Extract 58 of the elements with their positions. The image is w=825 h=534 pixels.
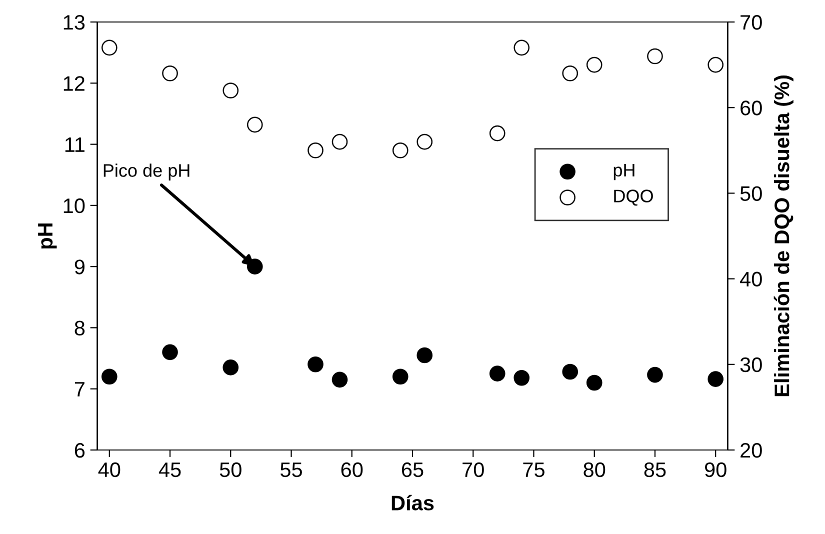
point bbox=[647, 366, 663, 383]
y2-tick-label: 70 bbox=[740, 15, 762, 30]
point bbox=[101, 40, 118, 56]
legend-label: pH bbox=[614, 164, 634, 180]
point bbox=[162, 344, 178, 360]
point bbox=[308, 142, 324, 158]
y-tick-label: 10 bbox=[64, 198, 85, 214]
point bbox=[586, 374, 602, 391]
x-tick-label: 60 bbox=[341, 462, 363, 478]
x-tick-label: 65 bbox=[402, 462, 424, 478]
point bbox=[392, 368, 408, 385]
point bbox=[586, 56, 602, 73]
y-tick-label: 9 bbox=[74, 260, 84, 274]
legend-label: DQO bbox=[614, 190, 653, 206]
point bbox=[489, 125, 506, 142]
x-tick-label: 45 bbox=[158, 462, 181, 478]
y-tick-label: 12 bbox=[64, 76, 84, 91]
point bbox=[162, 65, 178, 82]
y-tick-label: 11 bbox=[65, 138, 84, 152]
x-tick-label: 75 bbox=[523, 462, 544, 478]
y2-axis-title: Eliminación de DQO disuelta (%) bbox=[774, 76, 794, 396]
y2-tick-label: 60 bbox=[740, 100, 762, 116]
y2-tick-label: 50 bbox=[740, 186, 762, 201]
y2-tick-label: 30 bbox=[740, 357, 762, 372]
point bbox=[562, 65, 578, 82]
point bbox=[514, 40, 530, 56]
y-tick-label: 6 bbox=[74, 443, 85, 458]
x-tick-label: 85 bbox=[644, 462, 666, 478]
point bbox=[222, 82, 239, 98]
y2-tick-label: 40 bbox=[740, 272, 762, 287]
y-axis-title: pH bbox=[38, 224, 57, 249]
point bbox=[708, 56, 724, 73]
annotation: Pico de pH bbox=[104, 164, 190, 180]
x-tick-label: 55 bbox=[280, 462, 302, 478]
x-tick-label: 80 bbox=[584, 462, 606, 478]
x-tick-label: 90 bbox=[704, 462, 726, 478]
x-tick-label: 70 bbox=[462, 462, 484, 478]
point bbox=[708, 371, 724, 387]
y-tick-label: 13 bbox=[64, 15, 85, 30]
point bbox=[514, 370, 530, 386]
y2-tick-label: 20 bbox=[740, 443, 762, 458]
point bbox=[416, 134, 433, 150]
x-tick-label: 40 bbox=[98, 462, 120, 478]
point bbox=[308, 356, 324, 372]
point bbox=[489, 366, 506, 382]
point bbox=[416, 347, 433, 364]
point bbox=[332, 372, 348, 388]
y-tick-label: 8 bbox=[74, 320, 85, 336]
point bbox=[392, 142, 408, 158]
y-tick-label: 7 bbox=[74, 382, 84, 396]
point bbox=[562, 364, 578, 380]
x-axis-title: Días bbox=[392, 494, 434, 510]
point bbox=[332, 134, 348, 150]
point bbox=[246, 116, 263, 133]
point bbox=[101, 368, 118, 385]
x-tick-label: 50 bbox=[220, 462, 242, 478]
point bbox=[647, 48, 663, 64]
point bbox=[222, 360, 239, 376]
